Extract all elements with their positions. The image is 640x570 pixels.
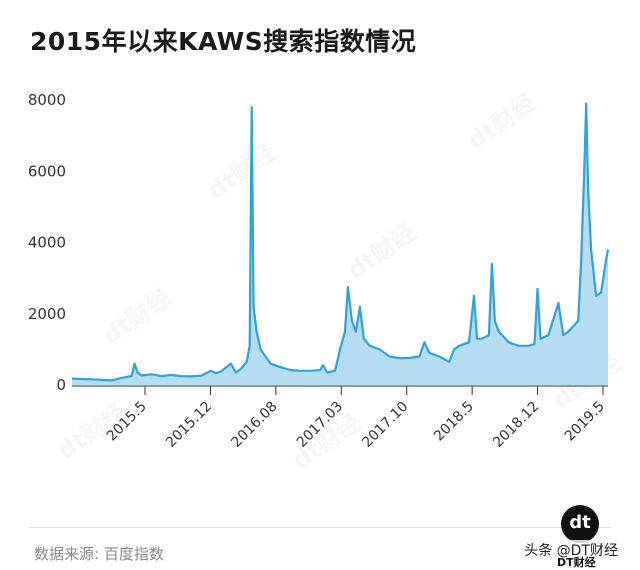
x-tick-label: 2017.10 bbox=[359, 399, 411, 451]
data-source: 数据来源: 百度指数 bbox=[34, 543, 164, 564]
x-tick-label: 2018.5 bbox=[431, 399, 477, 445]
x-tick-label: 2018.12 bbox=[490, 399, 542, 451]
series-line bbox=[72, 104, 608, 381]
watermark-text: dt财经 bbox=[97, 283, 176, 350]
watermark-text: dt财经 bbox=[462, 88, 541, 155]
footer-sub-label: DT财经 bbox=[557, 554, 596, 570]
x-tick-label: 2015.12 bbox=[163, 399, 215, 451]
watermark-text: dt财经 bbox=[202, 138, 281, 205]
y-tick-label: 0 bbox=[56, 376, 66, 394]
dt-logo-icon: dt bbox=[561, 505, 599, 543]
series-area bbox=[72, 104, 608, 385]
y-tick-label: 2000 bbox=[28, 305, 66, 323]
y-tick-label: 6000 bbox=[28, 162, 66, 180]
y-tick-label: 4000 bbox=[28, 234, 66, 252]
x-tick-label: 2016.08 bbox=[228, 399, 280, 451]
watermark-text: dt财经 bbox=[342, 218, 421, 285]
footer-divider bbox=[30, 527, 610, 528]
y-tick-label: 8000 bbox=[28, 91, 66, 109]
plot-area bbox=[72, 104, 608, 385]
y-axis: 0 2000 4000 6000 8000 bbox=[28, 91, 66, 394]
